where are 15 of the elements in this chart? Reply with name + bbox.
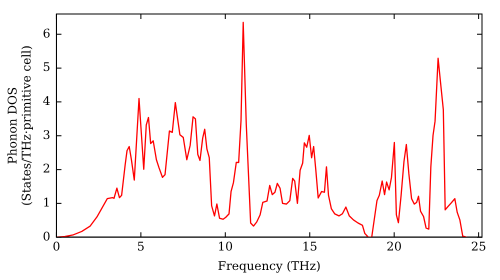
y-axis-title: Phonon DOS (States/THz·primitive cell): [5, 45, 34, 206]
x-tick-label: 25: [470, 240, 486, 254]
y-tick-label: 1: [42, 196, 50, 210]
x-axis-title: Frequency (THz): [218, 258, 321, 273]
y-tick-label: 0: [42, 229, 50, 244]
x-tick-label: 0: [52, 240, 60, 254]
x-tick-label: 20: [386, 240, 402, 254]
y-tick-label: 4: [42, 94, 51, 108]
x-tick-label: 10: [218, 240, 233, 254]
y-tick-label: 3: [42, 128, 50, 142]
x-tick-label: 15: [302, 240, 318, 254]
y-tick-label: 6: [42, 26, 50, 40]
y-tick-label: 5: [42, 60, 50, 74]
x-tick-label: 5: [137, 240, 145, 254]
y-tick-label: 2: [42, 162, 50, 176]
